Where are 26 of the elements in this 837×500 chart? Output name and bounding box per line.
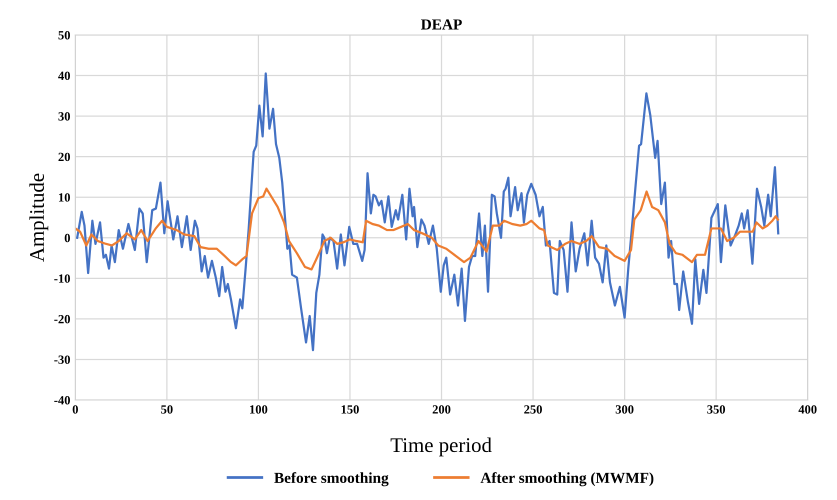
x-tick-label: 250: [524, 405, 542, 414]
x-tick-label: 300: [616, 405, 634, 414]
y-tick-label: 40: [58, 72, 70, 80]
y-tick-label: -30: [54, 355, 70, 364]
y-tick-label: 50: [58, 31, 70, 40]
y-tick-label: -40: [54, 396, 70, 404]
y-tick-label: -20: [54, 314, 70, 324]
legend-label: Before smoothing: [274, 472, 389, 486]
x-tick-label: 0: [72, 405, 78, 414]
y-tick-label: 20: [58, 152, 70, 162]
x-tick-label: 200: [432, 405, 450, 414]
x-tick-label: 50: [161, 405, 173, 414]
line-series: [76, 72, 780, 352]
line-series: [75, 188, 779, 271]
y-tick-label: 0: [64, 234, 70, 242]
x-axis-title: Time period: [390, 438, 492, 456]
y-axis-title: Amplitude: [29, 174, 48, 262]
chart-title: DEAP: [420, 19, 462, 30]
y-tick-label: 30: [58, 112, 70, 121]
x-tick-label: 100: [250, 405, 268, 414]
y-tick-label: 10: [58, 193, 70, 202]
y-tick-label: -10: [54, 274, 70, 283]
x-tick-label: 150: [342, 405, 359, 414]
x-tick-label: 350: [707, 405, 726, 414]
legend-label: After smoothing (MWMF): [480, 472, 654, 486]
x-tick-label: 400: [798, 405, 817, 414]
